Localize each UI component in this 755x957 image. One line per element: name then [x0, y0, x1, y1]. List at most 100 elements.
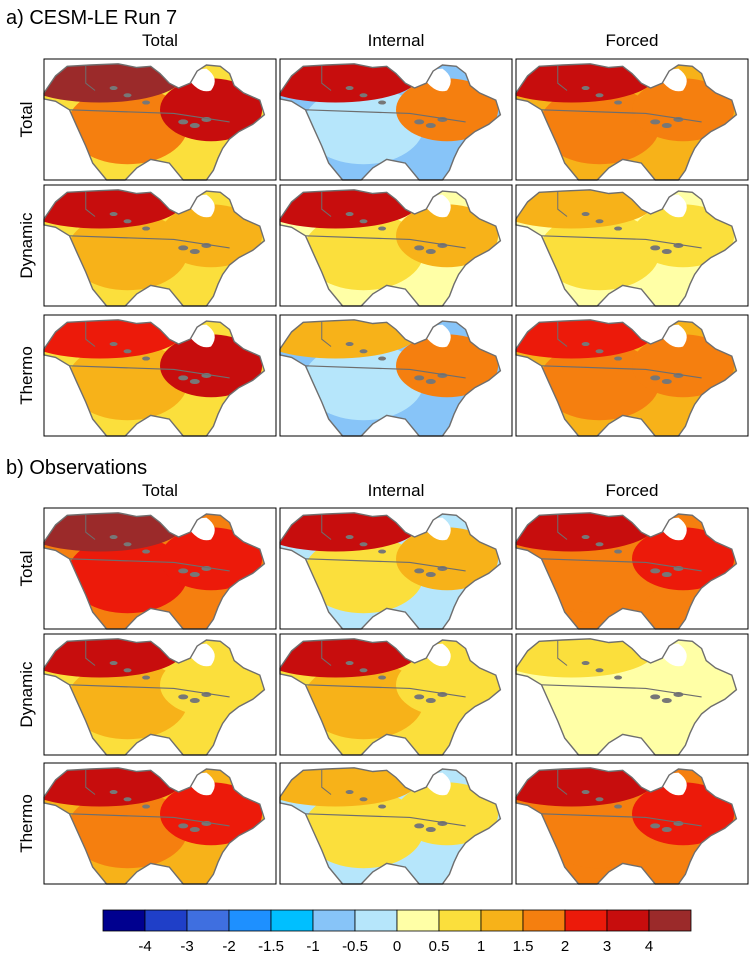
lake — [123, 93, 132, 98]
field-northwest — [280, 189, 420, 229]
field-central — [539, 790, 660, 869]
lake — [123, 542, 132, 547]
lake — [414, 823, 425, 829]
field-east — [396, 782, 499, 846]
map-panel — [515, 633, 749, 756]
colorbar-swatch — [396, 909, 440, 932]
field-central — [539, 535, 660, 614]
border-line — [85, 514, 96, 540]
border-line — [85, 65, 96, 91]
lake — [661, 379, 672, 385]
field-northwest — [516, 189, 656, 229]
map-panel — [515, 58, 749, 181]
field-central — [303, 86, 424, 165]
border-line — [69, 109, 230, 123]
lake — [109, 342, 118, 347]
lake — [581, 790, 590, 795]
lake — [661, 249, 672, 255]
coastline — [279, 512, 502, 630]
lake — [614, 804, 623, 809]
colorbar-tick-label: 3 — [603, 938, 611, 955]
lake — [595, 349, 604, 354]
lake — [650, 568, 661, 574]
coastline — [43, 319, 266, 437]
colorbar-swatch — [186, 909, 230, 932]
map-frame — [515, 507, 749, 630]
colorbar-tick-label: 0.5 — [429, 938, 450, 955]
border-line — [557, 640, 568, 666]
lake — [614, 226, 623, 231]
lake — [650, 823, 661, 829]
lake — [425, 572, 436, 578]
map-panel — [515, 762, 749, 885]
map-panel — [43, 58, 277, 181]
field-east — [396, 78, 499, 142]
field-east — [396, 204, 499, 268]
lake — [189, 698, 200, 704]
row-label: Total — [17, 551, 36, 587]
coastline — [515, 767, 738, 885]
lake — [650, 375, 661, 381]
lake — [378, 804, 387, 809]
coastline — [515, 512, 738, 630]
map-frame — [279, 314, 513, 437]
lake — [614, 549, 623, 554]
lake — [178, 694, 189, 700]
coastline — [279, 638, 502, 756]
colorbar-tick-label: -2 — [222, 938, 235, 955]
border-line — [321, 321, 332, 347]
field-east — [160, 527, 263, 591]
colorbar-swatch — [228, 909, 272, 932]
row-label: Total — [17, 102, 36, 138]
column-header: Forced — [606, 31, 659, 50]
map-panel — [43, 184, 277, 307]
lake — [378, 356, 387, 361]
lake — [614, 675, 623, 680]
map-frame — [279, 58, 513, 181]
column-header: Internal — [368, 31, 425, 50]
lake — [359, 93, 368, 98]
border-line — [557, 514, 568, 540]
lake — [378, 226, 387, 231]
border-line — [305, 365, 466, 379]
field-central — [539, 86, 660, 165]
lake — [614, 100, 623, 105]
colorbar-tick-label: 1.5 — [513, 938, 534, 955]
lake — [178, 245, 189, 251]
lake — [595, 797, 604, 802]
field-central — [303, 535, 424, 614]
row-label: Thermo — [17, 794, 36, 853]
border-line — [85, 191, 96, 217]
map-panel — [279, 58, 513, 181]
lake — [123, 797, 132, 802]
map-frame — [515, 184, 749, 307]
field-northwest — [280, 767, 420, 807]
coastline — [279, 319, 502, 437]
lake — [595, 93, 604, 98]
colorbar-swatch — [480, 909, 524, 932]
field-east — [632, 334, 735, 398]
field-northwest — [516, 319, 656, 359]
field-east — [396, 653, 499, 717]
field-east — [160, 334, 263, 398]
map-panel — [279, 762, 513, 885]
colorbar-tick-label: 0 — [393, 938, 401, 955]
colorbar-tick-label: 1 — [477, 938, 485, 955]
field-central — [67, 212, 188, 291]
colorbar-swatch — [648, 909, 692, 932]
map-panel — [43, 762, 277, 885]
border-line — [85, 640, 96, 666]
field-northwest — [280, 638, 420, 678]
border-line — [69, 235, 230, 249]
field-central — [67, 86, 188, 165]
lake — [109, 535, 118, 540]
column-header: Internal — [368, 481, 425, 500]
border-line — [321, 640, 332, 666]
border-line — [541, 365, 702, 379]
map-panel — [515, 184, 749, 307]
lake — [142, 675, 151, 680]
lake — [189, 123, 200, 129]
border-line — [321, 769, 332, 795]
lake — [189, 827, 200, 833]
lake — [595, 542, 604, 547]
